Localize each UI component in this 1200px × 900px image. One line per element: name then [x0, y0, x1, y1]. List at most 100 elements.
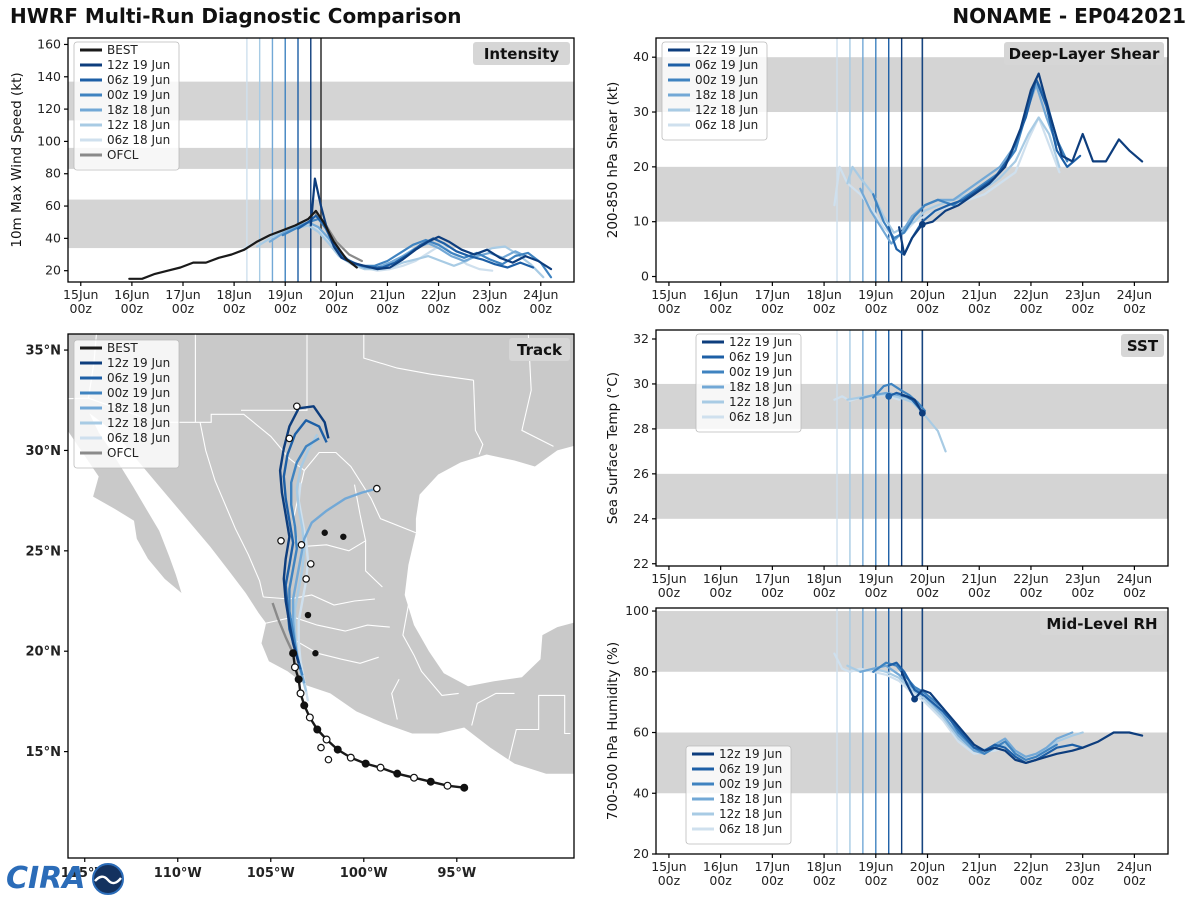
svg-text:00z: 00z: [1071, 585, 1094, 600]
svg-text:12z 19 Jun: 12z 19 Jun: [719, 747, 782, 761]
svg-text:24Jun: 24Jun: [1117, 287, 1152, 302]
svg-text:Mid-Level RH: Mid-Level RH: [1046, 615, 1157, 633]
svg-text:100: 100: [37, 133, 61, 148]
shear-y-label: 200-850 hPa Shear (kt): [605, 82, 621, 239]
svg-text:OFCL: OFCL: [107, 446, 139, 460]
svg-text:80: 80: [633, 664, 649, 679]
svg-text:20°N: 20°N: [26, 645, 61, 660]
svg-text:00z: 00z: [427, 301, 450, 316]
svg-text:00z: 00z: [376, 301, 399, 316]
svg-text:00z: 00z: [865, 585, 888, 600]
svg-text:00z: 00z: [968, 873, 991, 888]
svg-text:06z 18 Jun: 06z 18 Jun: [729, 410, 792, 424]
svg-text:12z 19 Jun: 12z 19 Jun: [107, 356, 170, 370]
svg-text:SST: SST: [1127, 337, 1159, 355]
svg-text:00z: 00z: [709, 873, 732, 888]
rh-panel: 15Jun00z16Jun00z17Jun00z18Jun00z19Jun00z…: [605, 603, 1169, 888]
svg-text:12z 18 Jun: 12z 18 Jun: [107, 118, 170, 132]
svg-text:00z 19 Jun: 00z 19 Jun: [719, 777, 782, 791]
intensity-panel: 15Jun00z16Jun00z17Jun00z18Jun00z19Jun00z…: [9, 36, 575, 316]
svg-text:00z: 00z: [709, 301, 732, 316]
svg-text:60: 60: [633, 725, 649, 740]
svg-text:22Jun: 22Jun: [1013, 287, 1048, 302]
svg-text:40: 40: [633, 49, 649, 64]
svg-text:00z: 00z: [916, 585, 939, 600]
svg-text:00z: 00z: [658, 585, 681, 600]
svg-text:21Jun: 21Jun: [962, 571, 997, 586]
svg-text:00z: 00z: [172, 301, 195, 316]
svg-text:16Jun: 16Jun: [114, 287, 149, 302]
svg-text:15Jun: 15Jun: [63, 287, 98, 302]
svg-text:100: 100: [625, 603, 649, 618]
sst-title: SST: [1121, 334, 1164, 357]
svg-text:00z: 00z: [813, 585, 836, 600]
intensity-y-label: 10m Max Wind Speed (kt): [9, 72, 25, 247]
svg-text:00z: 00z: [530, 301, 553, 316]
intensity-series: [128, 177, 553, 280]
svg-text:24Jun: 24Jun: [523, 287, 558, 302]
svg-text:06z 19 Jun: 06z 19 Jun: [695, 58, 758, 72]
svg-text:22Jun: 22Jun: [421, 287, 456, 302]
svg-text:16Jun: 16Jun: [703, 287, 738, 302]
svg-text:00z: 00z: [1123, 301, 1146, 316]
intensity-x-axis: 15Jun00z16Jun00z17Jun00z18Jun00z19Jun00z…: [63, 282, 558, 316]
svg-text:00z: 00z: [761, 585, 784, 600]
svg-text:00z: 00z: [70, 301, 93, 316]
svg-text:17Jun: 17Jun: [755, 859, 790, 874]
svg-text:24Jun: 24Jun: [1117, 859, 1152, 874]
svg-text:100°W: 100°W: [340, 866, 388, 881]
svg-text:00z: 00z: [813, 301, 836, 316]
svg-text:00z: 00z: [478, 301, 501, 316]
svg-text:06z 18 Jun: 06z 18 Jun: [107, 431, 170, 445]
svg-text:BEST: BEST: [107, 341, 138, 355]
svg-text:Track: Track: [517, 341, 563, 359]
svg-text:20Jun: 20Jun: [319, 287, 354, 302]
svg-text:00z: 00z: [761, 873, 784, 888]
svg-text:20Jun: 20Jun: [910, 571, 945, 586]
svg-text:12z 19 Jun: 12z 19 Jun: [729, 335, 792, 349]
svg-text:20: 20: [633, 159, 649, 174]
svg-text:35°N: 35°N: [26, 344, 61, 359]
svg-text:00z: 00z: [223, 301, 246, 316]
svg-text:23Jun: 23Jun: [1065, 859, 1100, 874]
svg-text:18z 18 Jun: 18z 18 Jun: [719, 792, 782, 806]
svg-text:00z: 00z: [761, 301, 784, 316]
svg-text:00z: 00z: [1123, 585, 1146, 600]
svg-text:20Jun: 20Jun: [910, 287, 945, 302]
svg-text:18z 18 Jun: 18z 18 Jun: [107, 103, 170, 117]
track-title: Track: [509, 338, 570, 361]
svg-text:BEST: BEST: [107, 43, 138, 57]
svg-text:20: 20: [45, 263, 61, 278]
svg-text:16Jun: 16Jun: [703, 859, 738, 874]
sst-panel: 15Jun00z16Jun00z17Jun00z18Jun00z19Jun00z…: [605, 329, 1169, 600]
svg-text:23Jun: 23Jun: [472, 287, 507, 302]
svg-text:23Jun: 23Jun: [1065, 571, 1100, 586]
svg-text:00z: 00z: [865, 873, 888, 888]
svg-text:17Jun: 17Jun: [755, 287, 790, 302]
svg-text:17Jun: 17Jun: [755, 571, 790, 586]
svg-text:22Jun: 22Jun: [1013, 859, 1048, 874]
svg-text:30: 30: [633, 104, 649, 119]
svg-text:26: 26: [633, 466, 649, 481]
svg-text:12z 18 Jun: 12z 18 Jun: [107, 416, 170, 430]
intensity-y-axis: 20 40 60 80 100 120 140 160: [37, 36, 68, 278]
svg-text:17Jun: 17Jun: [165, 287, 200, 302]
sst-x-axis: 15Jun00z16Jun00z17Jun00z18Jun00z19Jun00z…: [651, 566, 1152, 600]
svg-text:19Jun: 19Jun: [858, 571, 893, 586]
svg-text:00z 19 Jun: 00z 19 Jun: [107, 386, 170, 400]
svg-text:10: 10: [633, 214, 649, 229]
svg-text:OFCL: OFCL: [107, 148, 139, 162]
svg-text:00z: 00z: [274, 301, 297, 316]
svg-text:40: 40: [633, 785, 649, 800]
svg-text:18z 18 Jun: 18z 18 Jun: [107, 401, 170, 415]
svg-text:00z 19 Jun: 00z 19 Jun: [729, 365, 792, 379]
svg-text:12z 18 Jun: 12z 18 Jun: [719, 807, 782, 821]
svg-text:23Jun: 23Jun: [1065, 287, 1100, 302]
svg-text:00z: 00z: [709, 585, 732, 600]
svg-text:24: 24: [633, 511, 649, 526]
svg-text:21Jun: 21Jun: [962, 287, 997, 302]
